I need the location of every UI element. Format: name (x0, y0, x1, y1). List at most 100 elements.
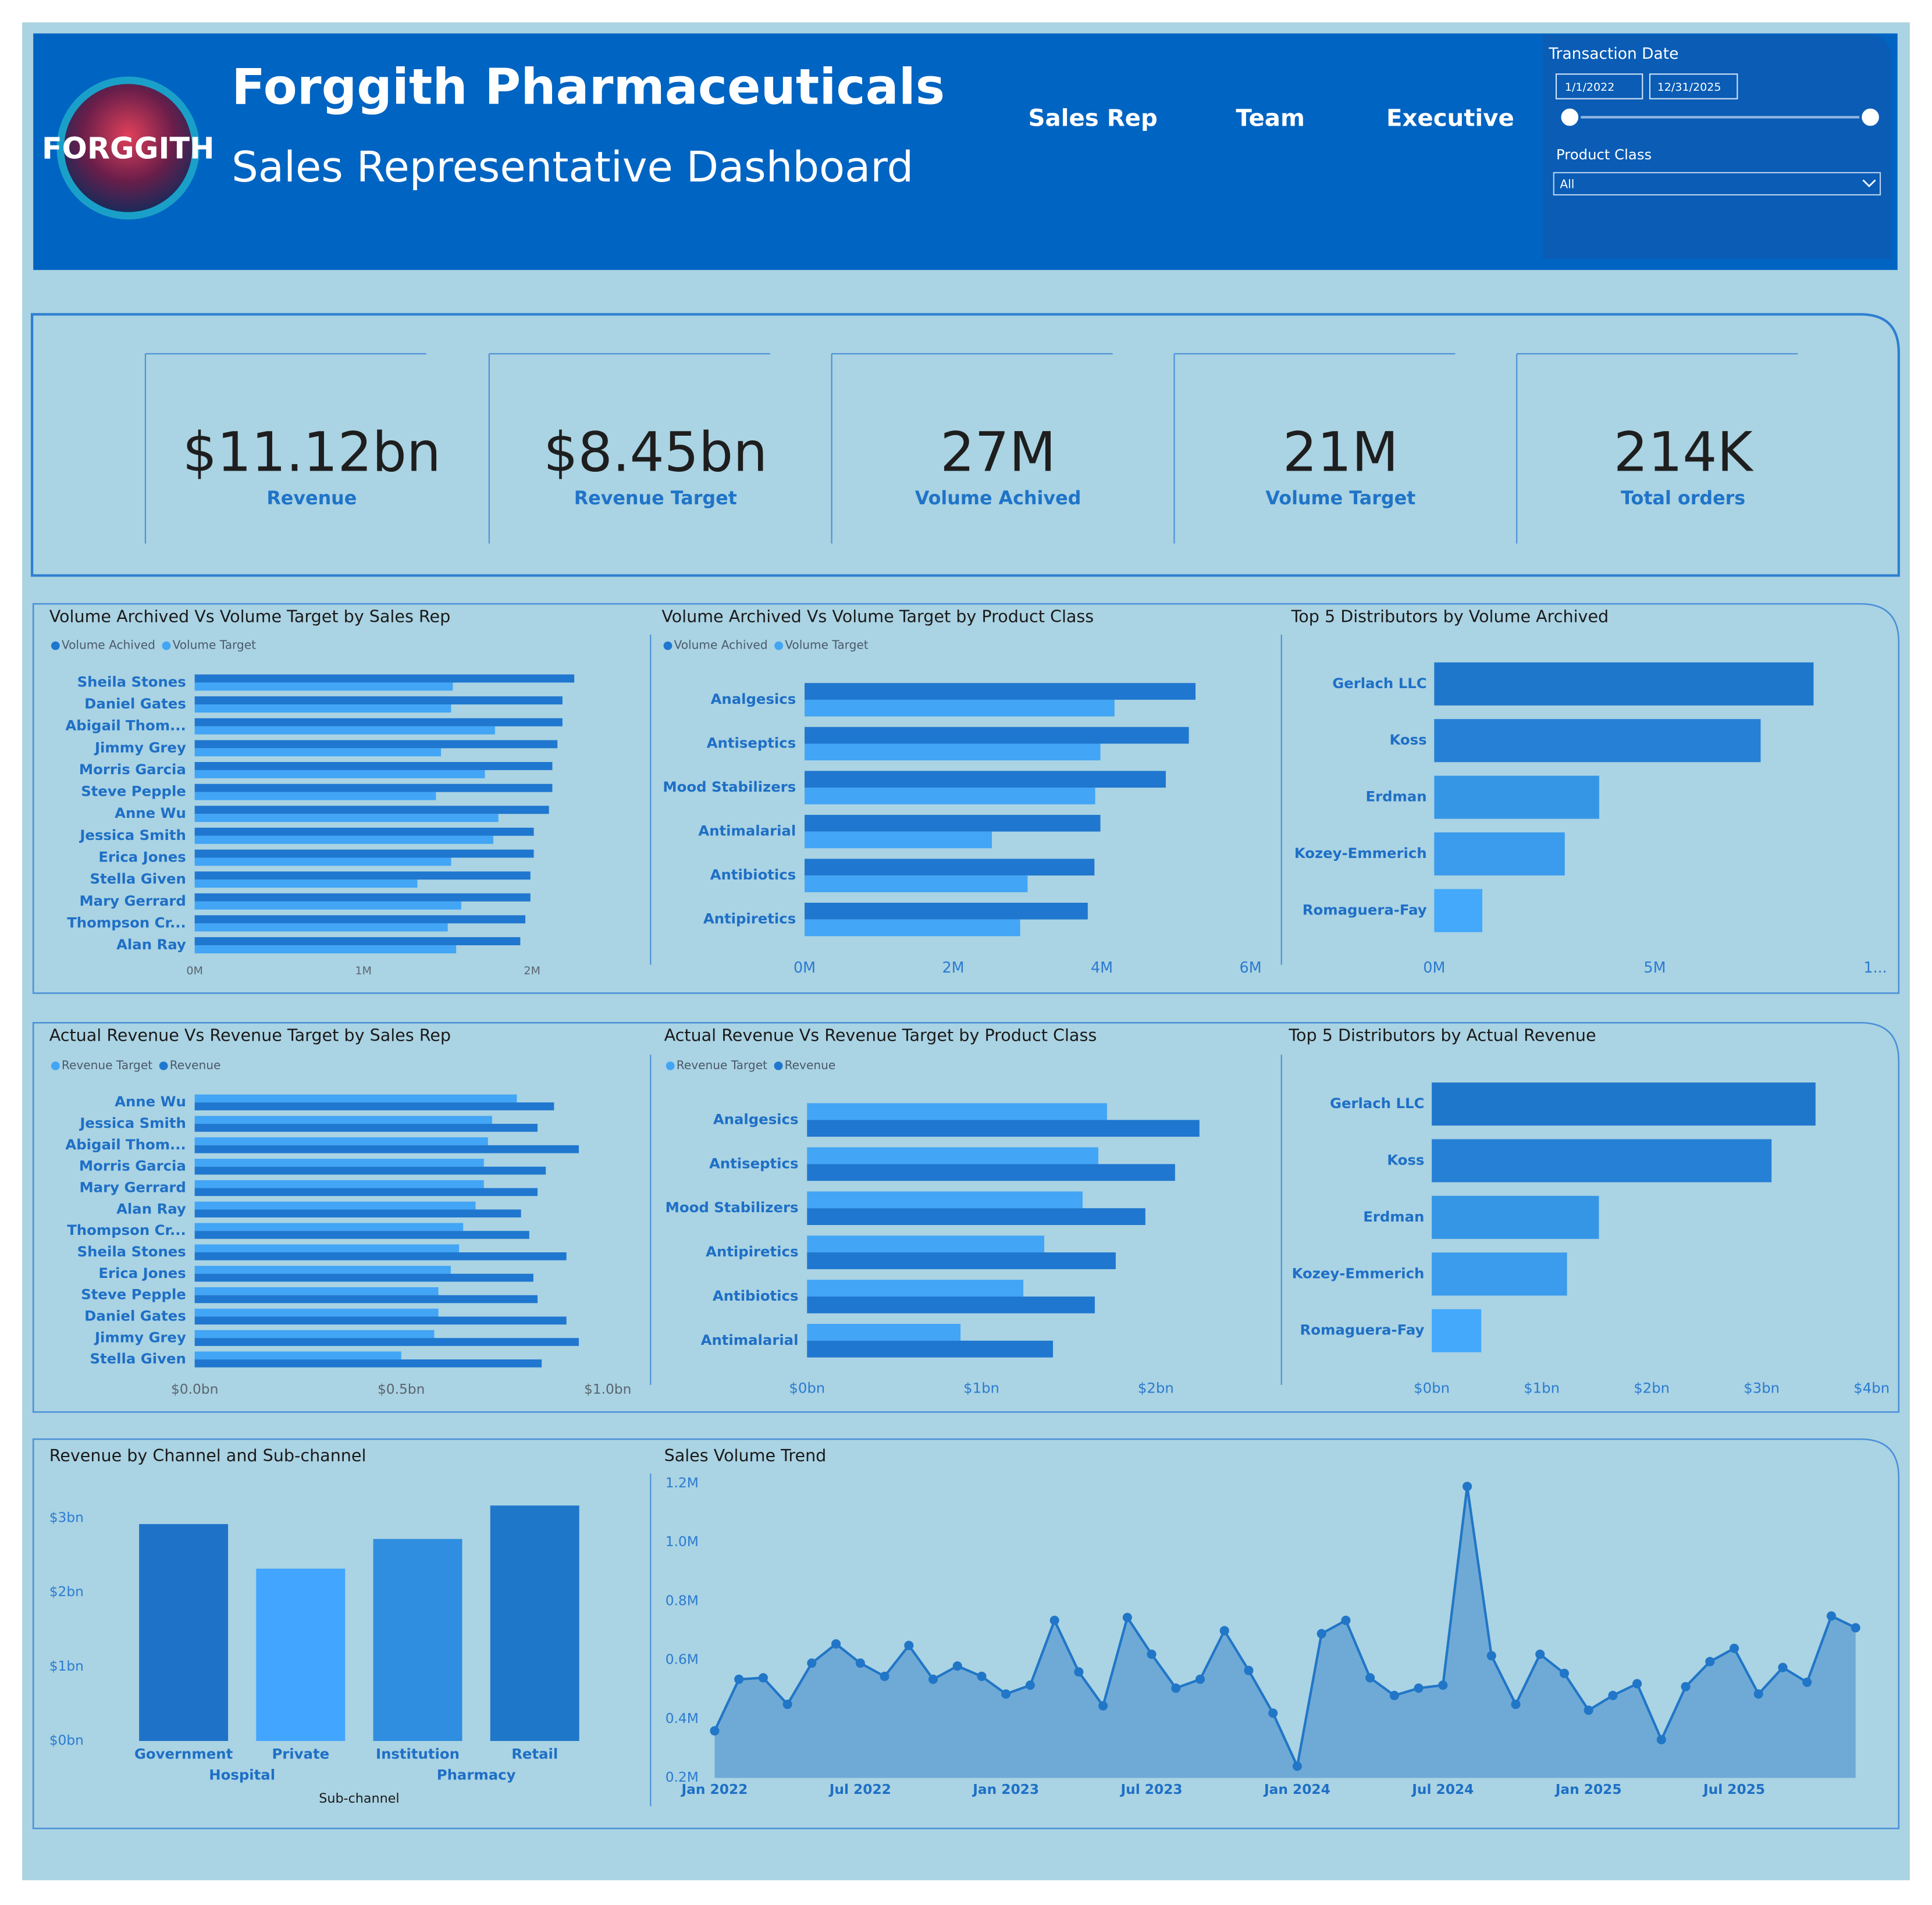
nav-link[interactable]: Team (1236, 105, 1304, 132)
category-label: Gerlach LLC (1332, 675, 1426, 692)
chart-title: Revenue by Channel and Sub-channel (49, 1445, 367, 1465)
bar (1432, 1309, 1482, 1352)
y-tick-label: $2bn (49, 1584, 84, 1600)
chart-panel (32, 1438, 1900, 1829)
data-point (1244, 1665, 1254, 1675)
data-point (880, 1671, 889, 1681)
category-label: Antimalarial (698, 822, 796, 839)
nav-link[interactable]: Sales Rep (1029, 105, 1158, 132)
legend-swatch (159, 1061, 168, 1070)
bar (194, 849, 534, 858)
nav-link[interactable]: Executive (1386, 105, 1514, 132)
data-point (904, 1640, 914, 1650)
class-dropdown[interactable] (1553, 172, 1881, 195)
legend-label: Revenue Target (62, 1058, 152, 1072)
bar (807, 1147, 1098, 1165)
legend-label: Volume Target (173, 638, 257, 652)
data-point (1462, 1482, 1472, 1491)
category-label: Alan Ray (116, 1200, 186, 1217)
bar (256, 1568, 346, 1742)
category-label: Jessica Smith (79, 1114, 186, 1131)
bar (194, 1351, 401, 1360)
category-label: Mary Gerrard (79, 892, 186, 909)
slider-handle[interactable] (1859, 106, 1882, 129)
x-tick-label: Jul 2025 (1702, 1782, 1765, 1797)
y-tick-label: 0.6M (666, 1652, 699, 1668)
date-input[interactable] (1555, 73, 1643, 99)
bar (805, 743, 1101, 761)
data-point (1074, 1667, 1084, 1677)
data-point (1317, 1629, 1326, 1639)
category-label: Sheila Stones (77, 1243, 186, 1260)
data-point (807, 1658, 817, 1668)
bar (194, 748, 442, 757)
category-label: Anne Wu (115, 1093, 186, 1110)
bar (1434, 889, 1482, 932)
class-dropdown-value: All (1560, 177, 1574, 191)
bar (194, 945, 457, 953)
x-tick-label: 0M (1423, 959, 1445, 976)
category-label: Steve Pepple (81, 1286, 186, 1303)
data-point (831, 1639, 841, 1649)
date-input[interactable] (1649, 73, 1738, 99)
data-point (782, 1699, 792, 1710)
bar (805, 727, 1189, 744)
category-label: Antibiotics (710, 866, 796, 883)
data-point (1851, 1623, 1860, 1633)
kpi-value: $8.45bn (543, 420, 767, 483)
bar (807, 1252, 1116, 1269)
chart-title: Top 5 Distributors by Actual Revenue (1288, 1026, 1596, 1045)
x-tick-label: $4bn (1853, 1379, 1890, 1396)
kpi-value: $11.12bn (183, 420, 441, 483)
bar (194, 1188, 538, 1197)
legend-label: Volume Achived (62, 638, 155, 652)
bar (807, 1296, 1095, 1313)
logo-text: FORGGITH (42, 131, 215, 166)
bar (805, 831, 992, 849)
x-tick-label: $0.0bn (171, 1381, 218, 1397)
category-label: Antibiotics (713, 1287, 799, 1304)
bar (807, 1235, 1044, 1253)
bar (194, 835, 493, 844)
bar (805, 919, 1020, 937)
bar (1434, 775, 1599, 819)
bar (194, 827, 534, 836)
bar (194, 1252, 567, 1260)
category-label: Mood Stabilizers (663, 778, 796, 795)
category-label: Morris Garcia (79, 761, 186, 778)
chart-title: Volume Archived Vs Volume Target by Sale… (49, 606, 451, 626)
category-label: Morris Garcia (79, 1158, 186, 1174)
logo-disc (64, 84, 193, 212)
slider-handle[interactable] (1559, 106, 1581, 129)
category-label: Koss (1387, 1151, 1424, 1168)
x-tick-label: 1... (1863, 959, 1887, 976)
data-point (1365, 1673, 1375, 1683)
bar (194, 923, 448, 932)
category-label: Gerlach LLC (1330, 1095, 1424, 1112)
bar (194, 1359, 542, 1368)
kpi-label: Revenue Target (574, 488, 737, 509)
bar (194, 1330, 435, 1338)
bar (194, 1244, 460, 1252)
category-label: Erica Jones (98, 848, 186, 865)
x-tick-label: Jan 2023 (972, 1782, 1039, 1797)
category-label: Antipiretics (703, 910, 796, 927)
legend-swatch (663, 641, 673, 650)
category-label: Romaguera-Fay (1300, 1322, 1425, 1338)
chart-title: Top 5 Distributors by Volume Archived (1291, 606, 1609, 626)
data-point (1826, 1611, 1837, 1621)
chart-panel (32, 603, 1900, 994)
data-point (1195, 1674, 1205, 1685)
x-tick-label: 4M (1091, 959, 1113, 976)
data-point (1001, 1689, 1011, 1699)
x-tick-label: 6M (1240, 959, 1262, 976)
data-point (1025, 1680, 1035, 1690)
bar (805, 902, 1088, 920)
x-tick-label: 0M (186, 964, 203, 977)
bar (1432, 1139, 1772, 1183)
bar (194, 726, 495, 735)
bar (194, 915, 526, 924)
data-point (1414, 1683, 1424, 1693)
bar (194, 857, 451, 866)
